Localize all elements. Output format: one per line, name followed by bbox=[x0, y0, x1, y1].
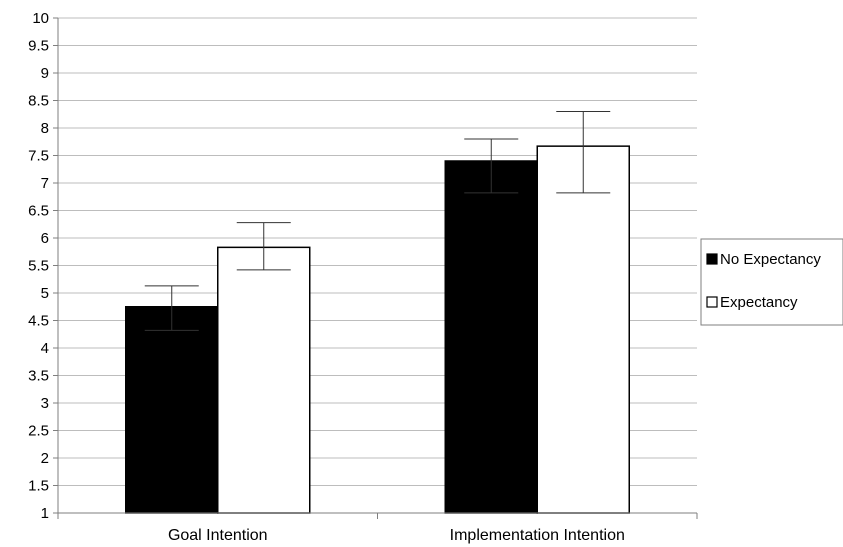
y-tick-label: 2.5 bbox=[28, 423, 49, 440]
y-axis-ticks: 1 1.5 2 2.5 3 3.5 4 4.5 5 5.5 6 6.5 7 7.5 8 8.5 9 9.5 10 bbox=[28, 10, 58, 522]
y-tick-label: 3 bbox=[41, 395, 49, 412]
y-tick-label: 4.5 bbox=[28, 313, 49, 330]
bar bbox=[125, 306, 219, 514]
y-tick-label: 2 bbox=[41, 450, 49, 467]
bar bbox=[217, 246, 311, 514]
y-tick-label: 8 bbox=[41, 120, 49, 137]
y-tick-label: 4 bbox=[41, 340, 49, 357]
legend-box bbox=[700, 238, 843, 326]
bars bbox=[125, 145, 630, 514]
legend-swatch bbox=[706, 253, 718, 265]
x-axis-labels: Goal Intention Implementation Intention bbox=[168, 527, 625, 544]
y-tick-label: 7 bbox=[41, 175, 49, 192]
y-tick-label: 8.5 bbox=[28, 93, 49, 110]
error-bars bbox=[144, 111, 611, 331]
legend-label: No Expectancy bbox=[720, 251, 821, 268]
bar bbox=[536, 145, 630, 514]
y-tick-label: 1.5 bbox=[28, 478, 49, 495]
y-tick-label: 5.5 bbox=[28, 258, 49, 275]
y-tick-label: 3.5 bbox=[28, 368, 49, 385]
y-tick-label: 6 bbox=[41, 230, 49, 247]
axes bbox=[57, 18, 698, 519]
y-tick-label: 6.5 bbox=[28, 203, 49, 220]
legend-swatch bbox=[706, 296, 718, 308]
x-category-label: Goal Intention bbox=[168, 527, 268, 544]
y-tick-label: 7.5 bbox=[28, 148, 49, 165]
y-tick-label: 10 bbox=[32, 10, 49, 27]
bar bbox=[444, 160, 538, 514]
y-tick-label: 9 bbox=[41, 65, 49, 82]
y-tick-label: 1 bbox=[41, 505, 49, 522]
x-category-label: Implementation Intention bbox=[450, 527, 625, 544]
y-tick-label: 5 bbox=[41, 285, 49, 302]
legend-label: Expectancy bbox=[720, 294, 798, 311]
legend: No Expectancy Expectancy bbox=[700, 238, 843, 326]
y-tick-label: 9.5 bbox=[28, 38, 49, 55]
